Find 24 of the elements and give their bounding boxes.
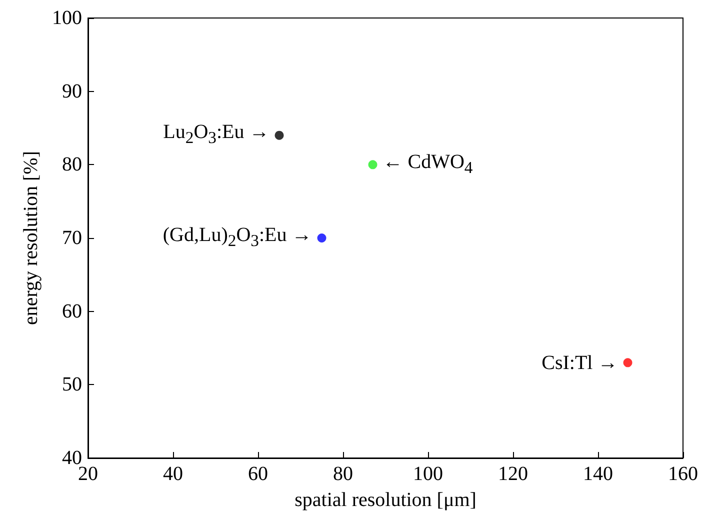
- x-tick-label: 120: [498, 463, 528, 485]
- y-tick-label: 80: [62, 154, 82, 176]
- annotation: CsI:Tl →: [542, 352, 618, 374]
- y-tick-label: 70: [62, 227, 82, 249]
- y-axis-title: energy resolution [%]: [20, 150, 42, 326]
- annotation: Lu$_{2}$O$_{3}$:Eu →: [163, 121, 270, 150]
- y-tick-label: 60: [62, 300, 82, 322]
- x-tick-label: 140: [583, 463, 613, 485]
- annotation: ← CdWO$_{4}$: [382, 150, 473, 179]
- y-tick-label: 50: [62, 374, 82, 396]
- y-tick-label: 100: [52, 7, 82, 29]
- x-tick-label: 40: [163, 463, 183, 485]
- x-tick-label: 160: [668, 463, 698, 485]
- x-tick-label: 20: [78, 463, 98, 485]
- x-tick-label: 60: [248, 463, 268, 485]
- x-tick-label: 100: [413, 463, 443, 485]
- point: [274, 130, 284, 140]
- x-tick-label: 80: [333, 463, 353, 485]
- y-tick-label: 90: [62, 80, 82, 102]
- point: [623, 358, 632, 368]
- point: [368, 160, 378, 170]
- point: [317, 234, 326, 242]
- annotation: (Gd,Lu)$_{2}$O$_{3}$:Eu →: [162, 224, 312, 252]
- x-axis-title: spatial resolution [μm]: [294, 489, 476, 511]
